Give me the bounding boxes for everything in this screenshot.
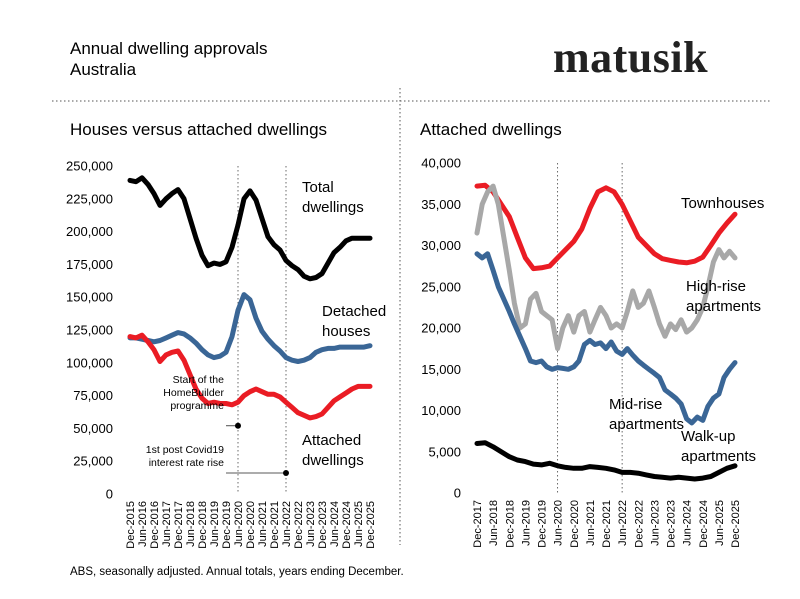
x-tick-label: Dec-2022 (633, 500, 645, 548)
y-tick-label: 75,000 (73, 388, 113, 403)
x-tick-label: Jun-2022 (281, 501, 293, 547)
series-label: Mid-rise (609, 396, 662, 413)
y-tick-label: 25,000 (421, 279, 461, 294)
x-tick-label: Jun-2019 (209, 501, 221, 547)
y-tick-label: 225,000 (66, 191, 113, 206)
x-tick-label: Jun-2024 (329, 501, 341, 547)
x-tick-label: Jun-2021 (585, 500, 597, 546)
y-tick-label: 40,000 (421, 156, 461, 171)
y-tick-label: 200,000 (66, 224, 113, 239)
series-label: Detached (322, 303, 386, 320)
x-tick-label: Jun-2018 (185, 501, 197, 547)
x-tick-label: Dec-2017 (173, 501, 185, 549)
x-tick-label: Jun-2017 (161, 501, 173, 547)
x-tick-label: Jun-2025 (714, 500, 726, 546)
annotation-dot (235, 422, 241, 429)
x-tick-label: Jun-2023 (305, 501, 317, 547)
series-line (127, 332, 373, 421)
series-label: apartments (609, 416, 684, 433)
series-label: Total (302, 179, 334, 196)
y-tick-label: 250,000 (66, 159, 113, 174)
x-tick-label: Dec-2020 (569, 500, 581, 548)
annotation-text: programme (170, 400, 224, 412)
chart-title: Annual dwelling approvals Australia (70, 38, 268, 80)
panel-houses-vs-attached: Houses versus attached dwellings 0 25,000 5… (66, 120, 386, 549)
brand-logo: matusik (553, 33, 709, 82)
series-line (474, 251, 738, 426)
x-tick-label: Dec-2018 (504, 500, 516, 548)
y-tick-label: 50,000 (73, 421, 113, 436)
x-tick-label: Dec-2020 (245, 501, 257, 549)
y-tick-label: 25,000 (73, 454, 113, 469)
x-tick-label: Dec-2022 (293, 501, 305, 549)
panel-title: Attached dwellings (420, 120, 562, 139)
x-tick-label: Dec-2024 (698, 500, 710, 548)
x-tick-label: Dec-2021 (269, 501, 281, 549)
x-tick-label: Jun-2025 (353, 501, 365, 547)
y-tick-label: 150,000 (66, 290, 113, 305)
x-tick-label: Dec-2017 (472, 500, 484, 548)
series-label: High-rise (686, 278, 746, 295)
source-note: ABS, seasonally adjusted. Annual totals,… (70, 566, 404, 578)
series-line (474, 182, 738, 272)
annotation-text: 1st post Covid19 (146, 444, 224, 456)
x-tick-label: Jun-2021 (257, 501, 269, 547)
x-tick-label: Dec-2016 (149, 501, 161, 549)
series-label: dwellings (302, 452, 364, 469)
series-label: apartments (681, 448, 756, 465)
annotation-dot (283, 470, 289, 477)
x-tick-label: Jun-2020 (553, 500, 565, 546)
y-tick-label: 0 (106, 487, 113, 502)
y-tick-label: 125,000 (66, 323, 113, 338)
annotation-text: interest rate rise (149, 457, 224, 469)
y-tick-label: 5,000 (428, 444, 461, 459)
y-tick-label: 30,000 (421, 238, 461, 253)
y-tick-label: 15,000 (421, 362, 461, 377)
x-tick-label: Jun-2022 (617, 500, 629, 546)
x-tick-label: Dec-2023 (317, 501, 329, 549)
series-label: dwellings (302, 199, 364, 216)
chart-title-line2: Australia (70, 60, 137, 79)
annotation-text: Start of the (173, 374, 225, 386)
x-tick-label: Dec-2024 (341, 501, 353, 549)
x-tick-label: Dec-2025 (365, 501, 377, 549)
x-tick-label: Dec-2021 (601, 500, 613, 548)
series-line (127, 292, 373, 364)
y-tick-label: 20,000 (421, 321, 461, 336)
y-tick-label: 175,000 (66, 257, 113, 272)
annotation-text: HomeBuilder (163, 387, 224, 399)
series-label: Townhouses (681, 195, 764, 212)
x-tick-label: Dec-2019 (537, 500, 549, 548)
x-tick-label: Dec-2019 (221, 501, 233, 549)
x-tick-label: Jun-2020 (233, 501, 245, 547)
series-line (127, 175, 373, 282)
series-label: Attached (302, 432, 361, 449)
chart-title-line1: Annual dwelling approvals (70, 39, 268, 58)
series-label: apartments (686, 298, 761, 315)
panel-title: Houses versus attached dwellings (70, 120, 327, 139)
x-tick-label: Jun-2024 (682, 500, 694, 546)
series-line (474, 440, 738, 482)
y-tick-label: 35,000 (421, 197, 461, 212)
y-tick-label: 0 (454, 486, 461, 501)
x-tick-label: Dec-2025 (730, 500, 742, 548)
y-tick-label: 100,000 (66, 355, 113, 370)
x-tick-label: Jun-2019 (520, 500, 532, 546)
x-tick-label: Dec-2023 (666, 500, 678, 548)
y-tick-label: 10,000 (421, 403, 461, 418)
x-tick-label: Jun-2018 (488, 500, 500, 546)
series-line (474, 183, 738, 352)
series-label: houses (322, 323, 370, 340)
panel-attached-dwellings: Attached dwellings 0 5,000 10,000 15,000 20,0… (420, 120, 764, 548)
x-tick-label: Dec-2018 (197, 501, 209, 549)
x-tick-label: Jun-2023 (649, 500, 661, 546)
x-tick-label: Dec-2015 (125, 501, 137, 549)
x-tick-label: Jun-2016 (137, 501, 149, 547)
series-label: Walk-up (681, 428, 735, 445)
